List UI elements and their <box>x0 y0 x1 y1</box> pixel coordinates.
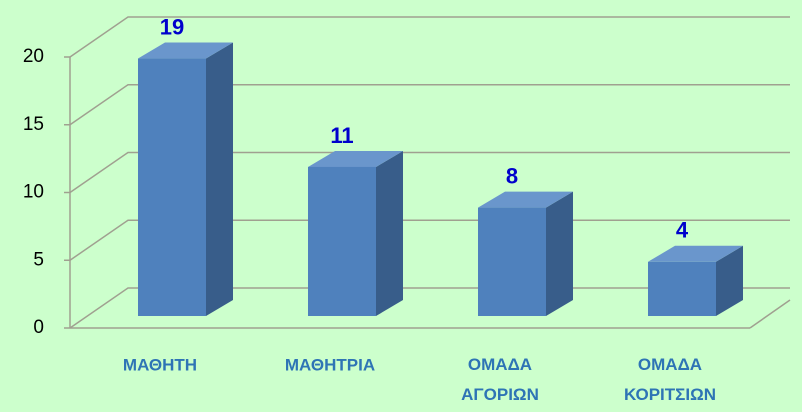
bar <box>138 58 206 317</box>
bar-side <box>546 191 573 316</box>
value-label: 19 <box>160 14 184 39</box>
floor-edge <box>749 299 791 329</box>
value-label: 4 <box>676 218 689 243</box>
bar <box>648 261 716 316</box>
bar-top <box>308 150 403 167</box>
bar-side <box>376 150 403 316</box>
bar-top <box>138 42 233 59</box>
x-tick-label: ΟΜΑΔΑ ΑΓΟΡΙΩΝ <box>461 355 539 404</box>
bar <box>308 166 376 316</box>
bar-side <box>206 42 233 317</box>
bar-top <box>478 191 573 208</box>
y-tick-label: 15 <box>23 114 44 135</box>
value-label: 8 <box>506 163 518 188</box>
grid-line <box>69 84 790 126</box>
grid-line <box>69 151 790 194</box>
x-tick-label: ΜΑΘΗΤΗ <box>123 355 197 374</box>
y-tick-label: 10 <box>23 182 44 203</box>
value-label: 11 <box>330 123 353 148</box>
grid-line <box>69 16 790 58</box>
y-tick-label: 0 <box>33 317 44 338</box>
bar-side <box>716 245 743 316</box>
x-tick-label: ΜΑΘΗΤΡΙΑ <box>285 355 375 374</box>
bar <box>478 207 546 316</box>
y-tick-label: 5 <box>33 249 44 270</box>
bar-top <box>648 245 743 262</box>
x-tick-label: ΟΜΑΔΑ ΚΟΡΙΤΣΙΩΝ <box>624 355 716 404</box>
y-tick-label: 20 <box>23 46 44 67</box>
